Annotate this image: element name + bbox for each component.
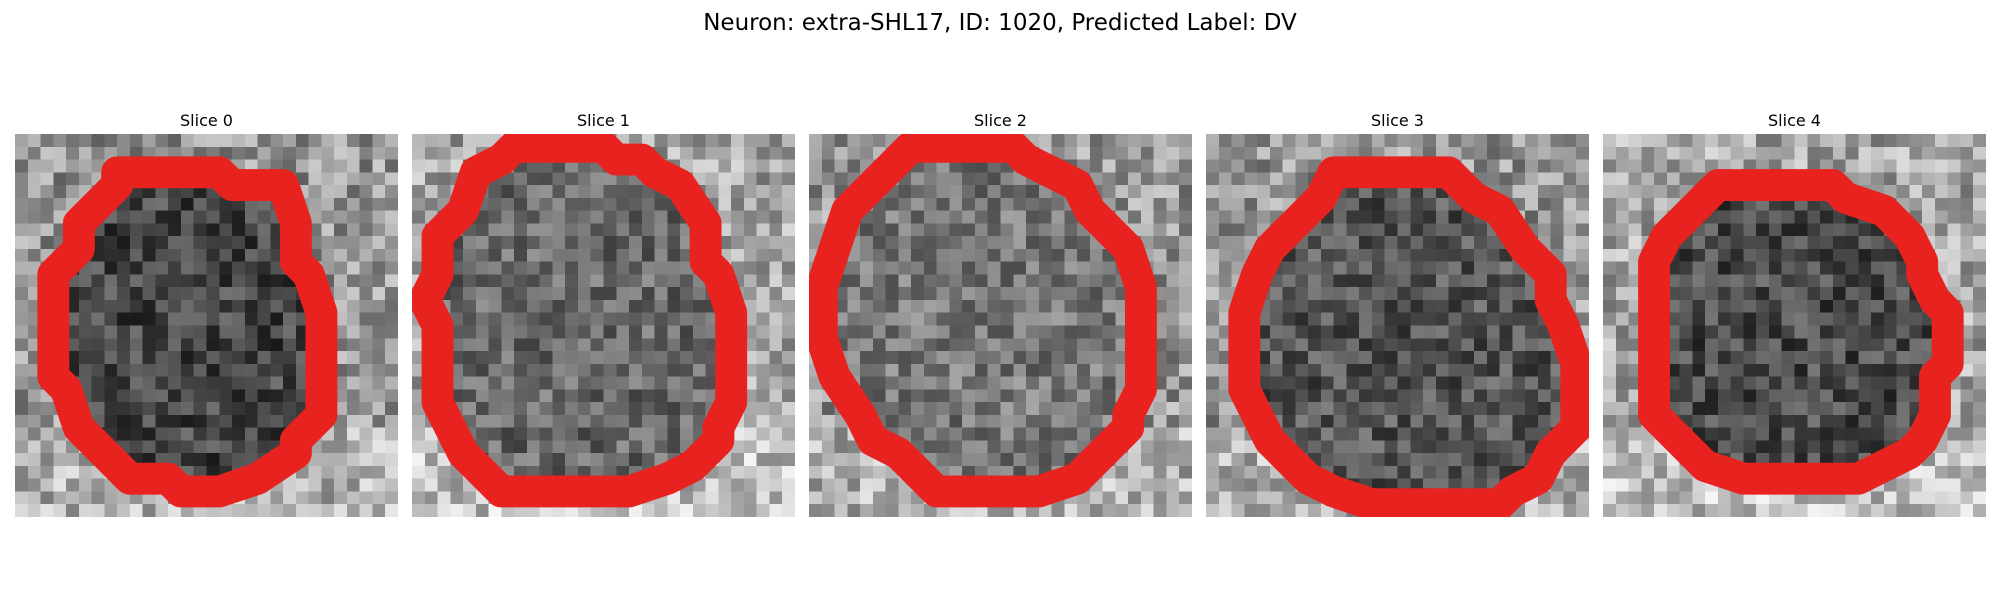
slice-title: Slice 2	[974, 111, 1027, 130]
slice-panel-1: Slice 1	[412, 108, 795, 517]
slice-panel-2: Slice 2	[809, 108, 1192, 517]
roi-contour	[1638, 169, 1964, 495]
roi-contour	[412, 134, 748, 508]
slice-title: Slice 3	[1371, 111, 1424, 130]
slice-panel-4: Slice 4	[1603, 108, 1986, 517]
roi-contour	[809, 134, 1157, 508]
slice-panel-0: Slice 0	[15, 108, 398, 517]
slice-title: Slice 1	[577, 111, 630, 130]
roi-contour	[1228, 156, 1589, 517]
slice-panel-3: Slice 3	[1206, 108, 1589, 517]
figure-title: Neuron: extra-SHL17, ID: 1020, Predicted…	[703, 10, 1297, 36]
slice-title: Slice 0	[180, 111, 233, 130]
slice-title: Slice 4	[1768, 111, 1821, 130]
roi-contour	[37, 156, 338, 508]
